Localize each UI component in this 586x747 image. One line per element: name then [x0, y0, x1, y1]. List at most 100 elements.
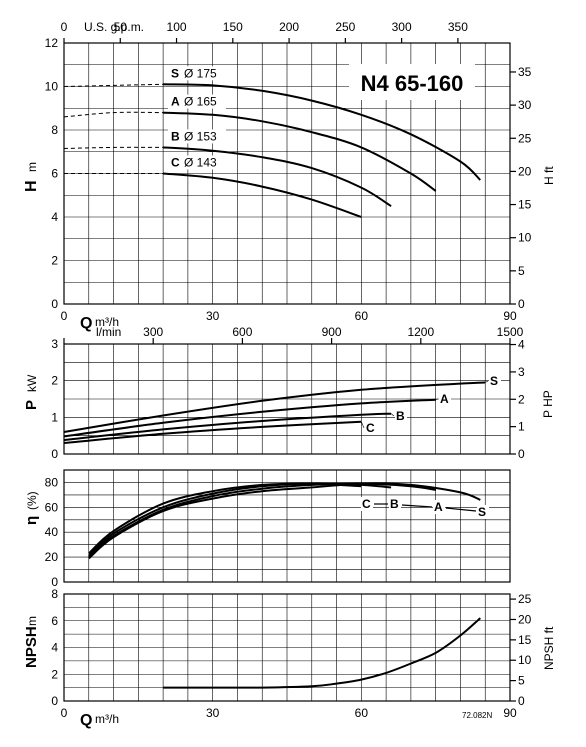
curve-label-background [168, 94, 226, 109]
x-tick-label: 0 [61, 309, 68, 323]
gpm-axis-label: U.S. g.p.m. [84, 20, 144, 34]
curve-label-background [433, 500, 445, 514]
curve-label-letter: B [396, 409, 405, 423]
curve-s-efficiency [88, 482, 481, 560]
curve-label-diameter: Ø 143 [184, 156, 217, 170]
curve-label-diameter: Ø 175 [184, 66, 217, 80]
curve-label-background [489, 374, 501, 388]
gpm-tick-label: 150 [223, 20, 243, 34]
right-tick-label: 3 [518, 365, 525, 379]
model-title-background [349, 64, 475, 100]
curve-label-leader [485, 380, 489, 383]
x-tick-label: 30 [206, 309, 220, 323]
right-tick-label: 25 [518, 592, 532, 606]
gpm-tick-label: 0 [61, 20, 68, 34]
y-tick-label: 3 [51, 337, 58, 351]
figure-code: 72.082N [462, 711, 492, 720]
y-tick-label: 12 [45, 36, 59, 50]
right-tick-label: 0 [518, 297, 525, 311]
right-tick-label: 15 [518, 633, 532, 647]
right-tick-label: 20 [518, 164, 532, 178]
y-tick-label: 80 [45, 475, 59, 489]
curve-a-power [63, 398, 436, 438]
curve-label-letter: C [366, 421, 375, 435]
y-tick-label: 8 [51, 587, 58, 601]
gpm-tick-label: 50 [114, 20, 128, 34]
x-tick-label: 90 [503, 309, 517, 323]
lmin-tick-label: 900 [322, 325, 342, 339]
right-tick-label: 1 [518, 420, 525, 434]
right-tick-label: 35 [518, 65, 532, 79]
curve-a-head-extension [63, 111, 164, 118]
lmin-tick-label: 1200 [407, 325, 434, 339]
curve-label-letter: A [440, 392, 449, 406]
right-axis-label: H ft [542, 166, 556, 185]
curve-b-head-extension [63, 146, 164, 149]
y-axis-label: η [23, 516, 40, 525]
curve-label-letter: C [171, 156, 180, 170]
y-tick-label: 0 [51, 447, 58, 461]
curve-s-power [63, 381, 486, 433]
right-tick-label: 5 [518, 264, 525, 278]
x-tick-label: 90 [503, 706, 517, 720]
y-tick-label: 60 [45, 500, 59, 514]
npsh-panel-frame [63, 593, 511, 702]
y-axis-label: NPSH [23, 626, 40, 668]
y-tick-label: 10 [45, 80, 59, 94]
curve-label-background [395, 409, 407, 423]
y-tick-label: 6 [51, 167, 58, 181]
curve-b-power [63, 412, 392, 442]
model-title: N4 65-160 [361, 71, 464, 96]
curve-label-background [439, 392, 451, 406]
y-axis-unit: m [25, 162, 39, 172]
curve-label-letter: A [171, 95, 180, 109]
right-axis-label: NPSH ft [542, 626, 556, 670]
lmin-tick-label: 1500 [497, 325, 524, 339]
y-tick-label: 4 [51, 641, 58, 655]
y-axis-label: P [23, 400, 40, 410]
x-tick-label: 0 [61, 706, 68, 720]
curve-label-diameter: Ø 153 [184, 129, 217, 143]
curve-npsh [163, 617, 481, 689]
curve-label-leader [445, 507, 477, 512]
lmin-axis-label: l/min [96, 325, 121, 339]
y-axis-unit: (%) [25, 491, 39, 510]
y-tick-label: 2 [51, 374, 58, 388]
curve-label-leader [401, 504, 433, 508]
x-tick-label: 60 [355, 309, 369, 323]
right-tick-label: 10 [518, 231, 532, 245]
curve-label-background [168, 66, 226, 81]
right-tick-label: 30 [518, 98, 532, 112]
x-axis-label: Q [80, 315, 92, 332]
lmin-tick-label: 300 [143, 325, 163, 339]
curve-label-letter: C [362, 497, 371, 511]
gpm-tick-label: 250 [335, 20, 355, 34]
curve-label-letter: A [434, 500, 443, 514]
y-tick-label: 0 [51, 297, 58, 311]
y-tick-label: 2 [51, 254, 58, 268]
curve-label-background [168, 129, 226, 144]
curve-label-letter: S [490, 374, 498, 388]
y-tick-label: 4 [51, 210, 58, 224]
curve-b-efficiency [88, 482, 392, 557]
y-tick-label: 2 [51, 667, 58, 681]
right-tick-label: 5 [518, 674, 525, 688]
y-tick-label: 1 [51, 410, 58, 424]
gpm-tick-label: 300 [392, 20, 412, 34]
curve-a-efficiency [88, 482, 436, 558]
curve-label-background [477, 505, 489, 519]
curve-label-letter: S [478, 505, 486, 519]
y-tick-label: 8 [51, 123, 58, 137]
efficiency-panel-frame [63, 469, 511, 583]
right-tick-label: 0 [518, 694, 525, 708]
curve-label-background [361, 497, 373, 511]
y-tick-label: 0 [51, 575, 58, 589]
curve-label-background [365, 421, 377, 435]
y-tick-label: 20 [45, 550, 59, 564]
right-tick-label: 20 [518, 612, 532, 626]
y-axis-unit: kW [25, 374, 39, 392]
curve-a-head [163, 111, 437, 192]
gpm-tick-label: 200 [279, 20, 299, 34]
curve-s-head-extension [63, 83, 164, 87]
